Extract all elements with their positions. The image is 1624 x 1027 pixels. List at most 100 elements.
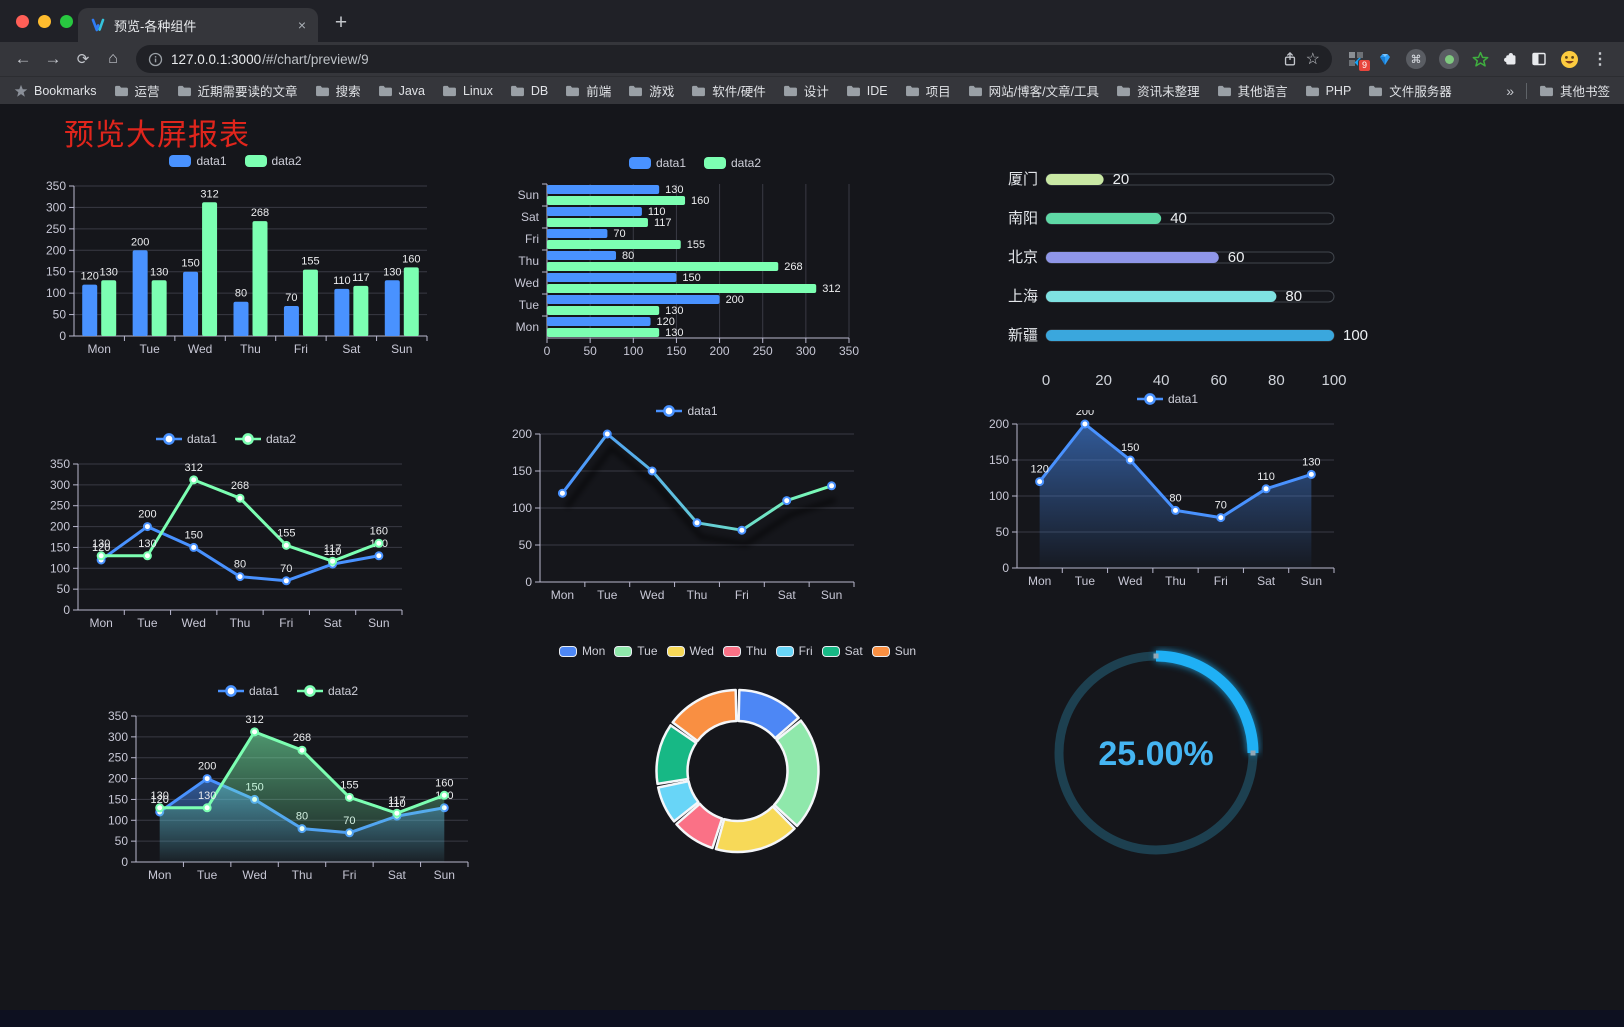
bookmark-folder-item[interactable]: 网站/博客/文章/工具	[968, 81, 1099, 100]
svg-text:150: 150	[682, 272, 700, 284]
svg-text:200: 200	[131, 236, 149, 248]
minimize-window-button[interactable]	[38, 15, 51, 28]
svg-text:Sat: Sat	[324, 616, 343, 630]
legend-item[interactable]: data1	[217, 684, 279, 698]
forward-button[interactable]: →	[44, 49, 62, 68]
area-chart-two-series[interactable]: data1 data2 0 50 100 150 200 250 300 350 Mon Tue Wed…	[98, 680, 478, 888]
svg-text:100: 100	[50, 561, 70, 575]
reload-button[interactable]: ⟳	[76, 51, 90, 68]
svg-text:100: 100	[108, 813, 128, 827]
svg-text:155: 155	[687, 239, 705, 251]
bookmark-folder-item[interactable]: 资讯未整理	[1116, 81, 1200, 100]
maximize-window-button[interactable]	[60, 15, 73, 28]
bookmarks-overflow-chevron[interactable]: »	[1506, 82, 1514, 99]
folder-icon	[177, 85, 192, 97]
bookmark-star-icon[interactable]: ☆	[1305, 51, 1320, 68]
legend-marker-icon	[614, 645, 633, 657]
svg-text:300: 300	[50, 478, 70, 492]
c5-plot: 0 50 100 150 200 Mon Tue Wed Thu Fri Sat Sun 120 200 1…	[989, 406, 1335, 588]
legend-item[interactable]: data2	[244, 154, 302, 168]
bookmark-folder-item[interactable]: 设计	[783, 81, 829, 100]
share-icon[interactable]	[1282, 51, 1298, 67]
legend-item[interactable]: data1	[1136, 392, 1198, 406]
url-bar[interactable]: 127.0.0.1:3000 /#/chart/preview/9 ☆	[136, 45, 1332, 73]
legend-item[interactable]: data1	[656, 404, 718, 418]
legend-item[interactable]: data2	[235, 432, 296, 446]
bookmarks-root-item[interactable]: Bookmarks	[14, 84, 97, 98]
tab-manager-extension-icon[interactable]: 9	[1348, 51, 1371, 72]
svg-text:20: 20	[1113, 171, 1130, 188]
line-chart-two-series[interactable]: data1 data2 0 50 100 150 200 250 300 350 Mon Tue Wed…	[40, 428, 412, 636]
svg-text:117: 117	[654, 217, 672, 229]
emoji-extension-icon[interactable]	[1560, 50, 1579, 69]
folder-icon	[565, 85, 580, 97]
recorder-extension-icon[interactable]	[1439, 49, 1459, 69]
svg-text:300: 300	[108, 730, 128, 744]
green-star-extension-icon[interactable]	[1472, 51, 1489, 68]
bookmark-folder-item[interactable]: 近期需要读的文章	[177, 81, 298, 100]
bookmark-folder-item[interactable]: Linux	[442, 84, 493, 98]
svg-text:Mon: Mon	[148, 868, 171, 882]
bookmark-folder-item[interactable]: Java	[378, 84, 425, 98]
gradient-line-chart[interactable]: data1 0 50 100 150 200 Mon Tue Wed Thu Fri Sat Sun	[506, 400, 868, 610]
split-view-icon[interactable]	[1531, 51, 1547, 67]
bookmark-folder-item[interactable]: 运营	[114, 81, 160, 100]
legend-item[interactable]: data2	[297, 684, 358, 698]
new-tab-button[interactable]: +	[334, 11, 348, 34]
bookmark-folder-item[interactable]: DB	[510, 84, 548, 98]
svg-text:150: 150	[50, 540, 70, 554]
browser-tab[interactable]: 预览-各种组件 ×	[78, 8, 318, 42]
other-bookmarks-button[interactable]: 其他书签	[1539, 81, 1610, 100]
legend-item[interactable]: data1	[169, 154, 227, 168]
legend-item[interactable]: Tue	[614, 644, 658, 658]
legend-item[interactable]: Sun	[871, 644, 916, 658]
svg-text:新疆: 新疆	[1008, 327, 1038, 344]
progress-bar-chart[interactable]: 厦门 20 南阳 40 北京 60 上海 80 新疆 100 0 20 40 60 80 100	[996, 160, 1368, 389]
svg-text:130: 130	[138, 538, 156, 550]
svg-text:Thu: Thu	[518, 254, 539, 268]
svg-text:200: 200	[1076, 410, 1094, 418]
bookmark-folder-item[interactable]: 游戏	[628, 81, 674, 100]
command-extension-icon[interactable]: ⌘	[1406, 49, 1426, 69]
extensions-puzzle-icon[interactable]	[1502, 51, 1518, 67]
bookmark-folder-item[interactable]: 项目	[905, 81, 951, 100]
legend-item[interactable]: Wed	[666, 644, 714, 658]
bookmark-folder-item[interactable]: 搜索	[315, 81, 361, 100]
close-window-button[interactable]	[16, 15, 29, 28]
svg-text:Sun: Sun	[434, 868, 455, 882]
horizontal-bar-chart[interactable]: data1 data2 0 50 100 150 200 250 300 350 Mon Tue Wed…	[505, 152, 885, 364]
svg-text:312: 312	[245, 714, 263, 726]
bookmark-folder-item[interactable]: IDE	[846, 84, 888, 98]
svg-text:Mon: Mon	[516, 320, 539, 334]
bookmark-folder-item[interactable]: 前端	[565, 81, 611, 100]
gem-extension-icon[interactable]	[1377, 51, 1393, 67]
svg-text:50: 50	[996, 525, 1010, 539]
donut-chart[interactable]: Mon Tue Wed Thu Fri Sat Sun	[545, 640, 930, 885]
bookmark-folder-item[interactable]: 文件服务器	[1368, 81, 1452, 100]
bookmark-folder-item[interactable]: 其他语言	[1217, 81, 1288, 100]
tab-close-icon[interactable]: ×	[297, 17, 306, 33]
legend-item[interactable]: Fri	[775, 644, 813, 658]
bookmark-folder-item[interactable]: PHP	[1305, 84, 1351, 98]
legend-item[interactable]: data1	[155, 432, 217, 446]
svg-text:130: 130	[150, 266, 168, 278]
site-info-icon[interactable]	[148, 52, 163, 67]
legend-marker-icon	[775, 645, 794, 657]
legend-item[interactable]: data1	[628, 156, 686, 170]
svg-text:200: 200	[50, 520, 70, 534]
legend-item[interactable]: data2	[704, 156, 761, 170]
legend-item[interactable]: Mon	[558, 644, 605, 658]
home-button[interactable]: ⌂	[108, 50, 118, 67]
menu-kebab-icon[interactable]: ⋮	[1592, 51, 1608, 68]
area-chart-single-series[interactable]: data1 0 50 100 150 200 Mon Tue Wed Thu Fri Sat Sun 12…	[985, 388, 1350, 596]
chart-legend: data1 data2	[505, 152, 885, 174]
svg-text:268: 268	[293, 732, 311, 744]
svg-text:120: 120	[657, 316, 675, 328]
bookmark-folder-item[interactable]: 软件/硬件	[691, 81, 766, 100]
grouped-bar-chart[interactable]: data1 data2 0 50 100 150 200 250 300 350 Mon Tue Wed…	[38, 150, 433, 362]
back-button[interactable]: ←	[14, 49, 32, 68]
legend-item[interactable]: Sat	[821, 644, 863, 658]
legend-item[interactable]: Thu	[722, 644, 767, 658]
svg-text:80: 80	[235, 288, 247, 300]
circular-progress-gauge[interactable]: 25.00%	[1049, 646, 1263, 860]
